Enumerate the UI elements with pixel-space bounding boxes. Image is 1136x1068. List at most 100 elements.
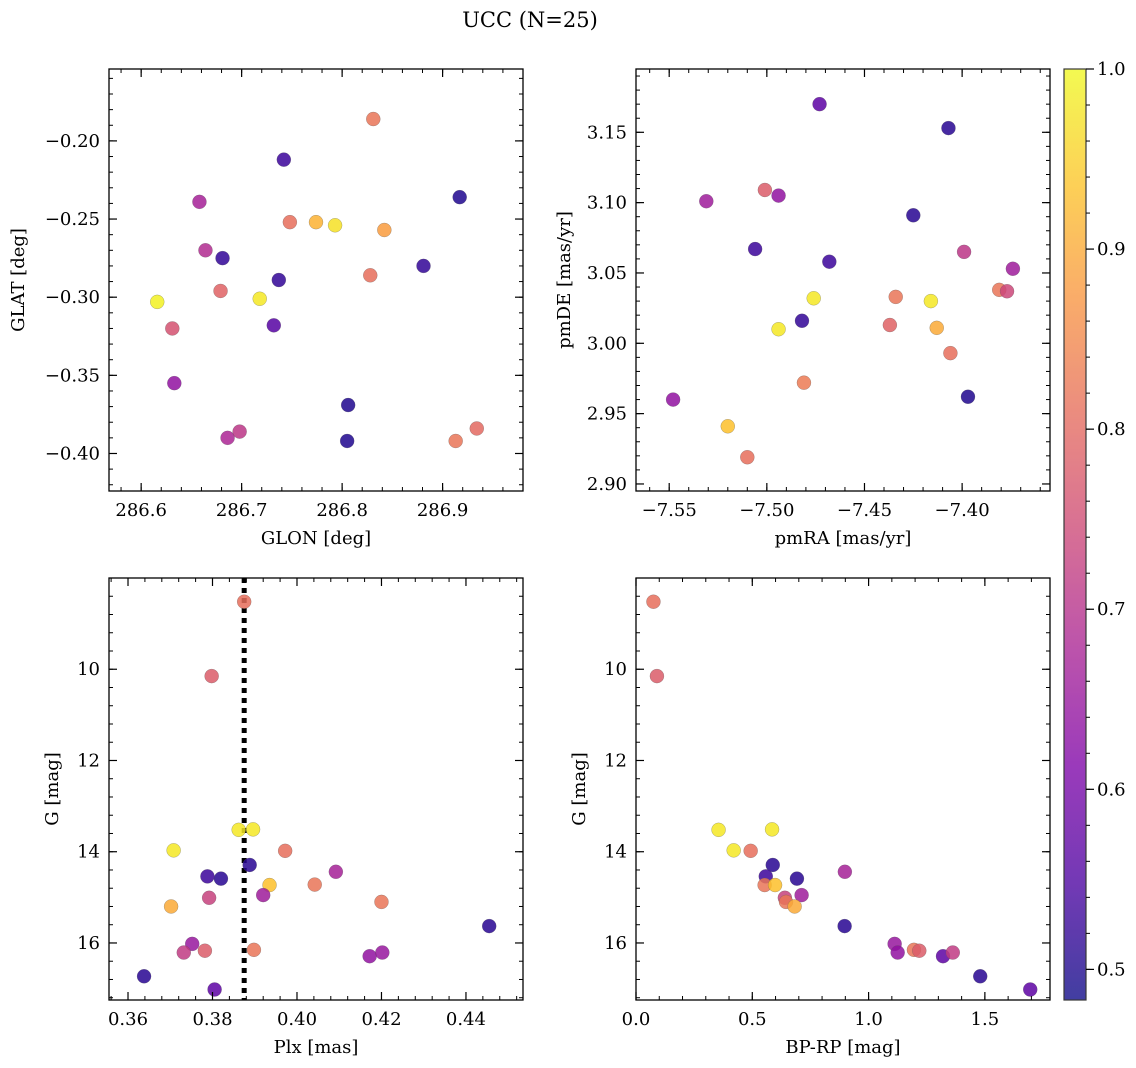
data-point [711, 822, 726, 838]
data-point [276, 152, 292, 167]
data-point [906, 208, 921, 223]
figure-title: UCC (N=25) [462, 8, 598, 32]
x-tick-label: 286.8 [316, 500, 368, 521]
data-point [167, 375, 182, 391]
data-point [767, 877, 783, 893]
data-point [327, 218, 343, 233]
x-axis-label: pmRA [mas/yr] [775, 528, 912, 549]
colorbar-tick-label: 0.8 [1097, 419, 1126, 440]
y-tick-label: 16 [604, 933, 627, 954]
data-point [941, 120, 956, 136]
data-point [201, 890, 217, 906]
data-point [340, 397, 356, 413]
colorbar-tick-label: 0.5 [1097, 959, 1126, 980]
panel-pm: −7.55 −7.50 −7.45 −7.40 2.90 2.95 3.00 3.05 3.10… [554, 68, 1051, 549]
y-tick-label: 3.05 [587, 263, 627, 284]
x-tick-label: 0.42 [361, 1009, 401, 1030]
x-tick-label: 1.0 [854, 1009, 883, 1030]
data-point [822, 254, 837, 269]
data-point [363, 268, 378, 283]
data-point [374, 894, 389, 910]
y-axis-label: G [mag] [569, 752, 590, 825]
data-point [176, 945, 191, 960]
data-point [888, 289, 903, 305]
axes-frame [108, 577, 524, 1001]
data-point [646, 594, 661, 609]
data-point [163, 899, 179, 914]
data-point [197, 943, 213, 958]
data-point [362, 949, 377, 964]
panels: 286.6 286.7 286.8 286.9 −0.20 −0.25 −0.30 −0.35… [8, 68, 1051, 1058]
y-tick-label: 2.90 [587, 474, 627, 495]
panel-plx-g: 0.36 0.38 0.40 0.42 0.44 10 12 14 16 Plx [mas] G [… [42, 577, 524, 1058]
colorbar-ticks: 0.5 0.6 0.7 0.8 0.9 1.0 [1086, 59, 1126, 980]
y-tick-label: 2.95 [587, 404, 627, 425]
y-tick-label: 3.00 [587, 333, 627, 354]
y-tick-label: 3.10 [587, 193, 627, 214]
data-point [308, 214, 324, 230]
data-point [812, 96, 827, 112]
data-point [973, 969, 988, 984]
colorbar: 0.5 0.6 0.7 0.8 0.9 1.0 [1063, 59, 1126, 1001]
data-point [200, 869, 215, 884]
y-axis-label: pmDE [mas/yr] [554, 211, 575, 349]
data-point [377, 222, 392, 238]
data-point [794, 313, 810, 328]
data-point [890, 945, 905, 960]
data-point [165, 321, 180, 336]
y-tick-label: −0.25 [45, 209, 100, 230]
data-point [136, 969, 152, 984]
data-point [882, 317, 898, 333]
x-tick-label: 0.0 [622, 1009, 651, 1030]
y-tick-label: 10 [604, 659, 627, 680]
x-tick-label: 0.38 [192, 1009, 232, 1030]
axes-frame [635, 68, 1051, 492]
colorbar-tick-label: 0.9 [1097, 239, 1126, 260]
y-tick-label: 12 [77, 750, 100, 771]
x-axis-label: BP-RP [mag] [785, 1037, 900, 1058]
data-point [787, 899, 802, 914]
data-point [307, 877, 322, 892]
y-tick-label: 16 [77, 933, 100, 954]
data-point [1005, 261, 1021, 276]
data-point [956, 244, 972, 260]
data-point [339, 433, 355, 449]
colorbar-tick-label: 0.6 [1097, 779, 1126, 800]
data-point [416, 258, 431, 274]
y-tick-label: 12 [604, 750, 627, 771]
data-point [764, 822, 780, 837]
data-point [213, 871, 229, 886]
x-tick-label: 286.6 [115, 500, 167, 521]
data-point [665, 392, 681, 407]
data-point [747, 241, 763, 257]
data-point [271, 272, 287, 288]
data-point [999, 284, 1015, 299]
y-axis-label: GLAT [deg] [8, 228, 29, 332]
data-point [255, 887, 271, 903]
data-point [192, 194, 207, 210]
data-point [943, 345, 958, 361]
data-point [215, 250, 230, 266]
data-point [743, 843, 758, 859]
x-tick-label: −7.40 [935, 500, 990, 521]
data-point [469, 421, 484, 436]
data-point [245, 822, 261, 837]
data-point [771, 322, 786, 337]
data-point [252, 291, 267, 306]
y-tick-label: −0.30 [45, 287, 100, 308]
data-point [771, 188, 786, 203]
data-point [204, 668, 219, 684]
data-point [923, 293, 939, 309]
x-tick-label: 286.9 [417, 500, 469, 521]
colorbar-tick-label: 1.0 [1097, 59, 1126, 80]
data-point [246, 942, 262, 958]
x-tick-label: 1.5 [971, 1009, 1000, 1030]
data-point [207, 982, 222, 997]
x-axis-label: Plx [mas] [274, 1037, 359, 1058]
data-point [277, 843, 293, 859]
x-tick-label: 286.7 [216, 500, 268, 521]
data-point [452, 189, 467, 205]
data-point [837, 918, 852, 934]
colorbar-gradient [1063, 68, 1087, 1001]
